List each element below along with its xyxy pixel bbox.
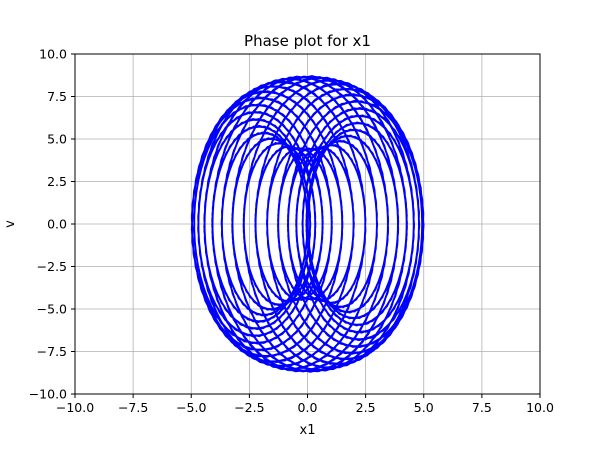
y-tick-label: −10.0 bbox=[29, 387, 67, 402]
x-tick-label: 5.0 bbox=[414, 400, 434, 415]
x-tick-label: 10.0 bbox=[526, 400, 554, 415]
y-axis-ticks: −10.0 −7.5 −5.0 −2.5 0.0 2.5 5.0 7.5 10.0 bbox=[29, 47, 75, 402]
x-tick-label: −5.0 bbox=[176, 400, 206, 415]
chart-title: Phase plot for x1 bbox=[244, 32, 371, 50]
x-axis-label: x1 bbox=[300, 423, 316, 438]
y-tick-label: −5.0 bbox=[37, 302, 67, 317]
x-tick-label: −2.5 bbox=[234, 400, 264, 415]
y-tick-label: 2.5 bbox=[47, 174, 67, 189]
x-axis-ticks: −10.0 −7.5 −5.0 −2.5 0.0 2.5 5.0 7.5 10.0 bbox=[56, 394, 554, 415]
phase-trajectory-line bbox=[190, 75, 425, 373]
series-layer bbox=[190, 75, 425, 373]
x-tick-label: −7.5 bbox=[118, 400, 148, 415]
y-axis-label: v bbox=[3, 220, 18, 228]
x-tick-label: −10.0 bbox=[56, 400, 94, 415]
x-tick-label: 0.0 bbox=[298, 400, 318, 415]
y-tick-label: 0.0 bbox=[47, 217, 67, 232]
y-tick-label: 7.5 bbox=[47, 89, 67, 104]
y-tick-label: 10.0 bbox=[39, 47, 67, 62]
y-tick-label: −7.5 bbox=[37, 344, 67, 359]
x-tick-label: 2.5 bbox=[356, 400, 376, 415]
x-tick-label: 7.5 bbox=[472, 400, 492, 415]
y-tick-label: 5.0 bbox=[47, 132, 67, 147]
y-tick-label: −2.5 bbox=[37, 259, 67, 274]
